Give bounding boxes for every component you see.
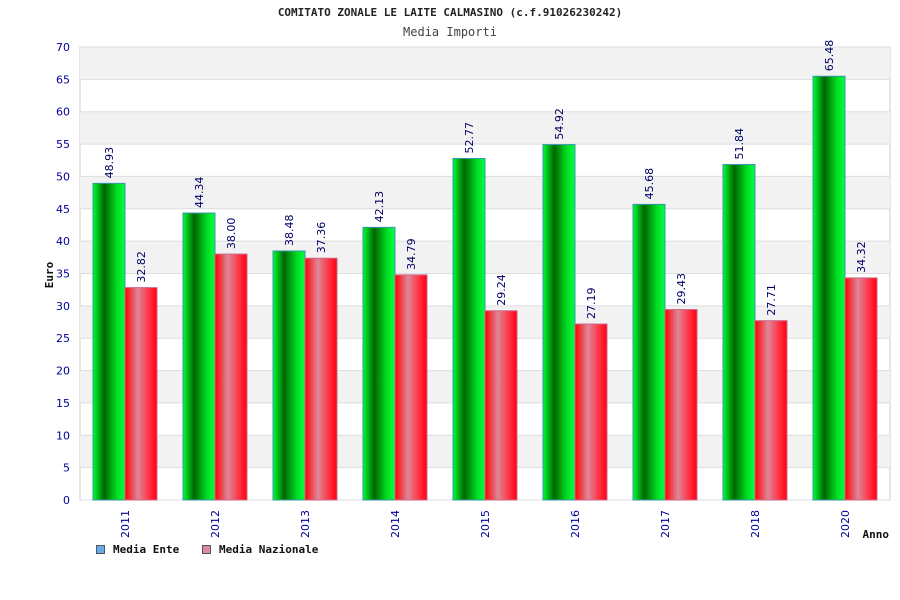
bar-ente-2015 [452, 158, 486, 501]
x-tick-label: 2020 [839, 510, 852, 538]
y-axis-ticks: 0 5 10 15 20 25 30 35 40 45 50 55 60 65 70 [56, 41, 70, 507]
x-tick-label: 2011 [119, 510, 132, 538]
legend-item-ente: Media Ente [96, 543, 179, 556]
bar-nazionale-2012 [214, 253, 248, 501]
bar-ente-2014 [362, 226, 396, 501]
grid-band [80, 111, 890, 145]
bar-ente-2012 [182, 212, 216, 501]
bar-value-label: 51.84 [733, 128, 746, 160]
x-tick-label: 2015 [479, 510, 492, 538]
x-tick-label: 2018 [749, 510, 762, 538]
x-tick-label: 2013 [299, 510, 312, 538]
grid-band [80, 47, 890, 80]
y-tick-label: 15 [56, 397, 70, 410]
legend-swatch-nazionale [202, 545, 211, 554]
x-tick-label: 2012 [209, 510, 222, 538]
bar-value-label: 34.79 [405, 238, 418, 270]
bar-ente-2011 [92, 182, 126, 501]
x-tick-label: 2014 [389, 510, 402, 538]
bar-nazionale-2020 [844, 277, 878, 501]
y-tick-label: 25 [56, 332, 70, 345]
chart-title: COMITATO ZONALE LE LAITE CALMASINO (c.f.… [277, 6, 623, 19]
legend-swatch-ente [96, 545, 105, 554]
y-tick-label: 5 [63, 462, 70, 475]
y-axis-label: Euro [43, 261, 56, 288]
bar-value-label: 37.36 [315, 222, 328, 254]
bar-nazionale-2018 [754, 320, 788, 501]
bar-nazionale-2017 [664, 309, 698, 501]
y-tick-label: 70 [56, 41, 70, 54]
legend-label-nazionale: Media Nazionale [219, 543, 319, 556]
bar-ente-2016 [542, 144, 576, 501]
bar-nazionale-2014 [394, 274, 428, 501]
bar-value-label: 34.32 [855, 241, 868, 273]
bar-nazionale-2013 [304, 257, 338, 501]
y-tick-label: 50 [56, 170, 70, 183]
bar-value-label: 38.00 [225, 218, 238, 250]
x-axis-ticks: 2011 2012 2013 2014 2015 2016 2017 2018 2020 [119, 510, 852, 538]
bar-value-label: 45.68 [643, 168, 656, 200]
x-axis-label: Anno [863, 528, 890, 541]
bar-nazionale-2015 [484, 310, 518, 501]
bar-labels-group: 48.93 32.82 44.34 38.00 38.48 37.36 42.13 34.79… [103, 40, 868, 319]
bar-value-label: 29.24 [495, 274, 508, 306]
bar-ente-2020 [812, 75, 846, 501]
bar-value-label: 48.93 [103, 147, 116, 179]
bar-value-label: 54.92 [553, 108, 566, 140]
bar-value-label: 52.77 [463, 122, 476, 154]
y-tick-label: 30 [56, 300, 70, 313]
chart-subtitle: Media Importi [403, 25, 497, 39]
bars-group [92, 75, 878, 501]
legend-item-nazionale: Media Nazionale [202, 543, 318, 556]
y-tick-label: 20 [56, 365, 70, 378]
bar-value-label: 32.82 [135, 251, 148, 283]
y-tick-label: 60 [56, 106, 70, 119]
y-tick-label: 45 [56, 203, 70, 216]
bar-nazionale-2016 [574, 323, 608, 501]
y-tick-label: 35 [56, 268, 70, 281]
x-tick-label: 2017 [659, 510, 672, 538]
legend-label-ente: Media Ente [113, 543, 180, 556]
y-tick-label: 10 [56, 429, 70, 442]
y-tick-label: 40 [56, 235, 70, 248]
bar-value-label: 38.48 [283, 214, 296, 246]
bar-value-label: 44.34 [193, 177, 206, 209]
bar-nazionale-2011 [124, 287, 158, 501]
bar-ente-2013 [272, 250, 306, 501]
y-tick-label: 55 [56, 138, 70, 151]
bar-ente-2017 [632, 203, 666, 501]
x-tick-label: 2016 [569, 510, 582, 538]
bar-value-label: 27.19 [585, 288, 598, 320]
bar-value-label: 42.13 [373, 191, 386, 223]
bar-ente-2018 [722, 164, 756, 501]
bar-value-label: 29.43 [675, 273, 688, 305]
y-tick-label: 0 [63, 494, 70, 507]
y-tick-label: 65 [56, 73, 70, 86]
bar-value-label: 65.48 [823, 40, 836, 72]
bar-value-label: 27.71 [765, 284, 778, 316]
